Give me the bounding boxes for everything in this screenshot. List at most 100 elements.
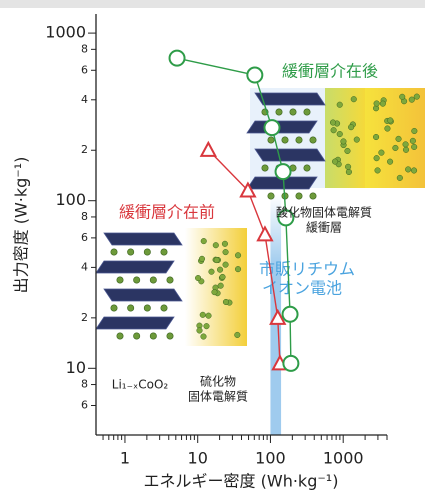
particle	[222, 241, 228, 247]
crystal-layer	[247, 121, 317, 133]
particle	[235, 252, 241, 258]
particle	[223, 299, 229, 305]
y-tick-label: 8	[81, 378, 88, 391]
chart: 市販リチウムイオン電池10008642100864210861101001000…	[0, 0, 425, 495]
annotation: 硫化物	[200, 374, 236, 389]
particle	[396, 136, 402, 142]
y-tick-label: 2	[81, 311, 88, 324]
y-tick-label: 100	[55, 190, 86, 209]
particle	[387, 118, 393, 124]
band-label: 市販リチウム	[259, 260, 355, 279]
ion	[150, 277, 156, 283]
particle	[411, 168, 417, 174]
particle	[346, 169, 352, 175]
particle	[387, 159, 393, 165]
particle	[218, 283, 224, 289]
particle	[379, 150, 385, 156]
top-bar	[0, 0, 425, 8]
ion	[290, 109, 296, 115]
particle	[399, 94, 405, 100]
particle	[412, 128, 418, 134]
series-label: 緩衝層介在前	[119, 203, 215, 222]
ion	[133, 333, 139, 339]
particle	[374, 155, 380, 161]
y-tick-label: 4	[81, 93, 88, 106]
particle	[200, 312, 206, 318]
y-tick-label: 1000	[45, 23, 86, 42]
x-tick-label: 100	[255, 449, 286, 468]
y-tick-label: 6	[81, 398, 88, 411]
y-tick-label: 10	[66, 358, 86, 377]
particle	[414, 94, 420, 100]
particle	[235, 332, 241, 338]
annotation: 酸化物固体電解質	[276, 205, 372, 220]
particle	[380, 101, 386, 107]
ion	[150, 333, 156, 339]
particle	[206, 313, 212, 319]
particle	[330, 120, 336, 126]
particle	[195, 275, 201, 281]
marker	[170, 51, 185, 66]
particle	[341, 139, 347, 145]
particle	[375, 168, 381, 174]
particle	[332, 159, 338, 165]
ion	[276, 109, 282, 115]
particle	[197, 328, 203, 334]
ion	[161, 249, 167, 255]
crystal-layer	[96, 261, 174, 273]
ion	[268, 137, 274, 143]
particle	[393, 145, 399, 151]
particle	[220, 274, 226, 280]
particle	[331, 127, 337, 133]
ion	[127, 305, 133, 311]
ion	[310, 137, 316, 143]
ion	[111, 305, 117, 311]
ion	[133, 277, 139, 283]
y-tick-label: 8	[81, 42, 88, 55]
y-tick-label: 8	[81, 210, 88, 223]
annotation: 緩衝層	[306, 221, 342, 235]
ion	[304, 165, 310, 171]
crystal-layer	[255, 93, 325, 105]
particle	[337, 102, 343, 108]
ion	[117, 333, 123, 339]
ion	[117, 277, 123, 283]
crystal-layer	[104, 233, 182, 245]
particle	[199, 256, 205, 262]
y-tick-label: 4	[81, 260, 88, 273]
ion	[262, 165, 268, 171]
x-tick-label: 1	[120, 449, 130, 468]
particle	[201, 334, 207, 340]
particle	[213, 242, 219, 248]
crystal-layer	[255, 149, 325, 161]
y-tick-label: 2	[81, 143, 88, 156]
particle	[411, 144, 417, 150]
series-label: 緩衝層介在後	[282, 62, 378, 81]
particle	[405, 167, 411, 173]
particle	[410, 138, 416, 144]
ion	[144, 249, 150, 255]
x-tick-label: 10	[188, 449, 208, 468]
y-tick-label: 6	[81, 63, 88, 76]
particle	[217, 267, 223, 273]
y-tick-label: 6	[81, 231, 88, 244]
particle	[235, 266, 241, 272]
particle	[385, 126, 391, 132]
particle	[345, 148, 351, 154]
x-tick-label: 1000	[323, 449, 364, 468]
particle	[223, 249, 229, 255]
particle	[409, 97, 415, 103]
particle	[223, 262, 229, 268]
particle	[373, 134, 379, 140]
ion	[167, 277, 173, 283]
particle	[403, 147, 409, 153]
particle	[214, 257, 220, 263]
particle	[351, 96, 357, 102]
particle	[204, 323, 210, 329]
marker	[283, 356, 298, 371]
marker	[247, 68, 262, 83]
particle	[374, 101, 380, 107]
x-axis-label: エネルギー密度 (Wh·kg⁻¹)	[144, 472, 339, 491]
crystal-layer	[104, 289, 182, 301]
ion	[296, 137, 302, 143]
